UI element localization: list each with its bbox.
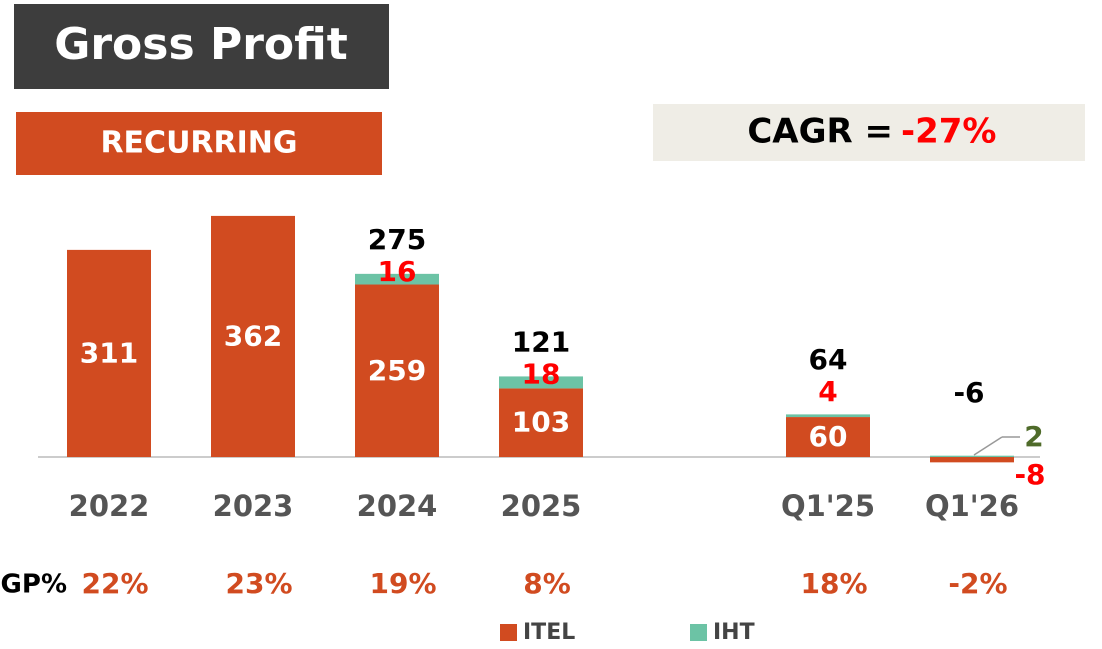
iht-label: 2 bbox=[1024, 420, 1043, 453]
itel-label: -8 bbox=[1014, 458, 1045, 491]
itel-label: 103 bbox=[512, 406, 570, 439]
gp-value: 8% bbox=[523, 567, 571, 600]
gp-value: 19% bbox=[369, 567, 436, 600]
x-tick-label: 2025 bbox=[501, 489, 582, 523]
iht-label: 16 bbox=[378, 255, 417, 288]
gp-value: -2% bbox=[948, 567, 1007, 600]
bar-iht bbox=[499, 376, 583, 389]
bar-iht bbox=[786, 414, 870, 418]
total-label: 64 bbox=[809, 343, 848, 376]
x-tick-label: 2024 bbox=[357, 489, 438, 523]
itel-label: 60 bbox=[809, 420, 848, 453]
subtitle: RECURRING bbox=[100, 126, 297, 161]
gp-value: 18% bbox=[800, 567, 867, 600]
total-label: -6 bbox=[953, 376, 984, 409]
x-tick-label: Q1'25 bbox=[781, 489, 875, 523]
gp-value: 23% bbox=[225, 567, 292, 600]
legend-label: ITEL bbox=[523, 620, 575, 645]
chart-title: Gross Profit bbox=[54, 19, 348, 70]
subtitle-box bbox=[16, 112, 382, 175]
total-label: 121 bbox=[512, 325, 570, 358]
bar-itel bbox=[786, 417, 870, 458]
cagr-label: CAGR = bbox=[747, 112, 893, 152]
iht-label: 4 bbox=[818, 375, 837, 408]
bar-itel bbox=[930, 457, 1014, 463]
cagr-box bbox=[653, 104, 1085, 161]
legend-label: IHT bbox=[713, 620, 755, 645]
total-label: 275 bbox=[368, 223, 426, 256]
x-tick-label: 2023 bbox=[213, 489, 294, 523]
bar-itel bbox=[67, 249, 151, 458]
title-box bbox=[14, 4, 389, 89]
legend-swatch bbox=[690, 624, 707, 641]
bar-itel bbox=[211, 215, 295, 458]
gp-value: 22% bbox=[81, 567, 148, 600]
itel-label: 362 bbox=[224, 319, 282, 352]
legend-swatch bbox=[500, 624, 517, 641]
x-tick-label: Q1'26 bbox=[925, 489, 1019, 523]
bar-iht bbox=[355, 273, 439, 285]
leader-line bbox=[973, 436, 1003, 456]
bar-itel bbox=[499, 388, 583, 458]
gp-label: GP% bbox=[1, 570, 67, 600]
itel-label: 311 bbox=[80, 336, 138, 369]
bar-itel bbox=[355, 284, 439, 458]
bar-iht bbox=[930, 455, 1014, 458]
x-tick-label: 2022 bbox=[69, 489, 150, 523]
itel-label: 259 bbox=[368, 354, 426, 387]
iht-label: 18 bbox=[522, 357, 561, 390]
cagr-value: -27% bbox=[901, 112, 997, 152]
